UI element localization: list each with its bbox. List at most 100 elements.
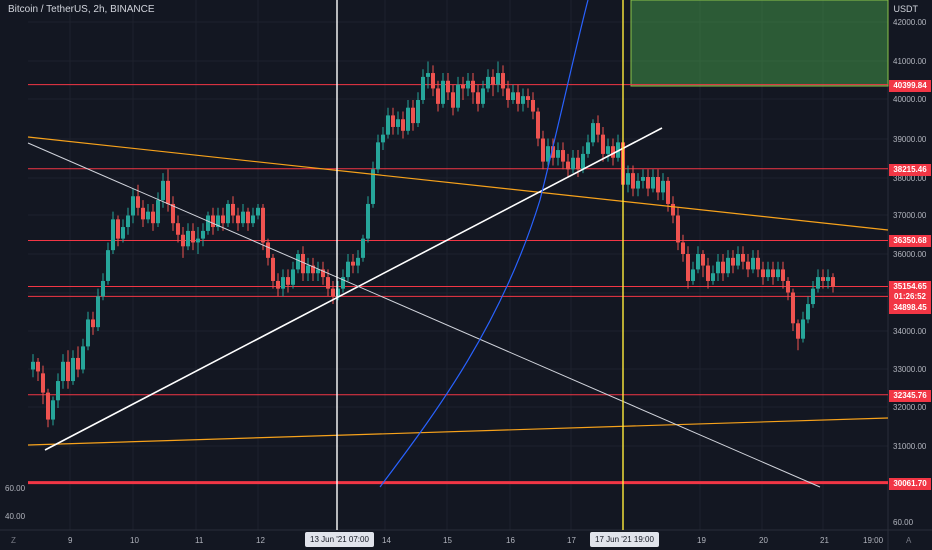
price-level-badge[interactable]: 30061.70: [889, 478, 931, 490]
candle-body: [81, 346, 85, 370]
candle-body: [461, 84, 465, 89]
candle-body: [631, 173, 635, 189]
candle-body: [446, 80, 450, 93]
candle-body: [311, 265, 315, 274]
candle-body: [506, 88, 510, 100]
candle-body: [416, 100, 420, 124]
date-tick: 16: [506, 536, 515, 545]
candle-body: [521, 96, 525, 104]
candle-body: [756, 257, 760, 270]
candle-body: [671, 203, 675, 216]
target-zone: [630, 0, 889, 87]
candle-body: [166, 180, 170, 204]
date-tick: 12: [256, 536, 265, 545]
candle-body: [786, 280, 790, 293]
candle-body: [611, 146, 615, 158]
price-level-badge[interactable]: 36350.68: [889, 235, 931, 247]
auto-zoom-toggle[interactable]: Z: [11, 536, 16, 545]
candle-body: [281, 277, 285, 289]
candle-body: [331, 288, 335, 297]
price-tick: 38000.00: [893, 174, 927, 183]
candle-body: [476, 92, 480, 104]
price-tick: 37000.00: [893, 211, 927, 220]
candle-body: [716, 261, 720, 274]
candle-body: [566, 161, 570, 170]
candle-body: [336, 288, 340, 297]
price-tick: 42000.00: [893, 18, 927, 27]
candle-body: [276, 280, 280, 289]
date-tick: 9: [68, 536, 73, 545]
price-level-badge[interactable]: 40399.84: [889, 80, 931, 92]
candle-body: [826, 277, 830, 281]
candle-body: [411, 107, 415, 124]
candle-body: [721, 261, 725, 274]
candle-body: [666, 180, 670, 204]
auto-scale-toggle[interactable]: A: [906, 536, 912, 545]
candle-body: [661, 180, 665, 193]
candle-body: [291, 269, 295, 285]
symbol-title[interactable]: Bitcoin / TetherUS, 2h, BINANCE: [8, 4, 155, 15]
candle-body: [351, 261, 355, 266]
candle-body: [641, 177, 645, 181]
candle-body: [681, 242, 685, 254]
candle-body: [176, 223, 180, 235]
candle-body: [591, 123, 595, 143]
vertical-line-date-badge[interactable]: 13 Jun '21 07:00: [305, 532, 374, 547]
candle-body: [116, 219, 120, 239]
candle-body: [586, 142, 590, 154]
candle-body: [131, 196, 135, 216]
candle-body: [381, 134, 385, 143]
candle-body: [171, 203, 175, 224]
vertical-line-date-badge[interactable]: 17 Jun '21 19:00: [590, 532, 659, 547]
parabolic-curve: [379, 0, 589, 488]
candle-body: [346, 261, 350, 278]
candle-body: [31, 361, 35, 370]
candle-body: [536, 111, 540, 139]
candle-body: [86, 319, 90, 347]
candle-body: [696, 254, 700, 270]
price-level-badge[interactable]: 38215.46: [889, 164, 931, 176]
candle-body: [781, 269, 785, 281]
candle-body: [196, 238, 200, 243]
candle-body: [691, 269, 695, 281]
candle-body: [746, 261, 750, 270]
currency-label[interactable]: USDT: [893, 4, 919, 14]
date-tick: 14: [382, 536, 391, 545]
candle-body: [326, 277, 330, 289]
candle-body: [256, 207, 260, 216]
price-level-badge[interactable]: 32345.76: [889, 390, 931, 402]
last-price-badge[interactable]: 35154.65: [889, 281, 931, 293]
candle-body: [791, 292, 795, 324]
candle-body: [541, 138, 545, 162]
candle-body: [616, 142, 620, 158]
candle-body: [386, 115, 390, 135]
candle-body: [41, 373, 45, 393]
candle-body: [401, 119, 405, 131]
candle-body: [91, 319, 95, 328]
candle-body: [636, 180, 640, 189]
date-tick: 15: [443, 536, 452, 545]
candle-body: [316, 269, 320, 274]
candle-body: [231, 203, 235, 216]
candle-body: [736, 254, 740, 266]
candle-body: [431, 73, 435, 89]
candle-body: [51, 400, 55, 420]
candle-body: [741, 254, 745, 262]
candle-body: [206, 215, 210, 231]
price-tick: 41000.00: [893, 57, 927, 66]
candle-body: [266, 242, 270, 258]
trend-line-white: [44, 127, 663, 451]
indicator-tick-left: 60.00: [5, 484, 26, 493]
price-tick: 40000.00: [893, 95, 927, 104]
candle-body: [321, 269, 325, 278]
candle-body: [421, 76, 425, 100]
candle-body: [361, 238, 365, 258]
price-level-badge[interactable]: 34898.45: [889, 302, 931, 314]
candle-body: [451, 92, 455, 108]
candle-body: [156, 200, 160, 224]
candle-body: [436, 88, 440, 104]
candle-body: [46, 392, 50, 420]
price-tick: 33000.00: [893, 365, 927, 374]
trend-line-white: [27, 142, 821, 488]
